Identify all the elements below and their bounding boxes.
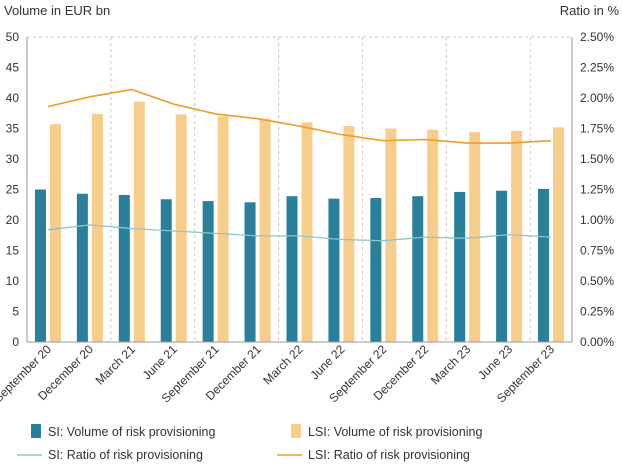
- bar-lsi-volume: [427, 129, 439, 342]
- right-tick-label: 1.25%: [580, 183, 614, 197]
- bar-si-volume: [538, 188, 550, 342]
- right-tick-label: 0.25%: [580, 305, 614, 319]
- bar-si-volume: [118, 194, 130, 342]
- legend-label-si-ratio: SI: Ratio of risk provisioning: [48, 448, 203, 462]
- left-tick-label: 50: [6, 30, 20, 44]
- line-lsi-ratio: [47, 88, 552, 144]
- x-tick-label: June 23: [475, 342, 515, 382]
- bar-si-volume: [328, 198, 340, 342]
- bar-lsi-volume: [49, 124, 61, 342]
- line-si-ratio: [47, 224, 552, 242]
- left-tick-label: 5: [12, 305, 19, 319]
- bar-si-volume: [286, 196, 298, 342]
- bar-si-volume: [370, 198, 382, 342]
- bar-lsi-volume: [301, 122, 313, 343]
- bar-si-volume: [34, 189, 46, 342]
- bar-lsi-volume: [91, 113, 103, 342]
- left-tick-label: 45: [6, 61, 20, 75]
- bar-lsi-volume: [553, 127, 565, 342]
- left-tick-label: 10: [6, 274, 20, 288]
- left-axis-title: Volume in EUR bn: [4, 3, 110, 18]
- axes: [26, 37, 573, 343]
- legend-label-lsi-ratio: LSI: Ratio of risk provisioning: [308, 448, 470, 462]
- right-tick-label: 2.25%: [580, 61, 614, 75]
- left-tick-label: 25: [6, 183, 20, 197]
- right-tick-label: 0.50%: [580, 274, 614, 288]
- x-tick-label: June 22: [307, 342, 347, 382]
- bar-si-volume: [202, 201, 214, 342]
- left-tick-label: 0: [12, 335, 19, 349]
- bar-lsi-volume: [175, 114, 187, 342]
- right-axis-ticks: 0.00% 0.25% 0.50% 0.75% 1.00% 1.25% 1.50% 1.75%…: [580, 30, 614, 349]
- legend-label-si-volume: SI: Volume of risk provisioning: [48, 425, 215, 439]
- bar-si-volume: [76, 193, 88, 342]
- right-tick-label: 0.00%: [580, 335, 614, 349]
- legend-label-lsi-volume: LSI: Volume of risk provisioning: [308, 425, 482, 439]
- right-tick-label: 0.75%: [580, 244, 614, 258]
- right-axis-title: Ratio in %: [560, 3, 620, 18]
- left-tick-label: 20: [6, 213, 20, 227]
- left-tick-label: 15: [6, 244, 20, 258]
- right-tick-label: 1.75%: [580, 122, 614, 136]
- lines: [47, 88, 552, 242]
- x-tick-label: March 21: [93, 342, 139, 388]
- right-tick-label: 2.00%: [580, 91, 614, 105]
- bar-si-volume: [454, 191, 466, 342]
- legend: SI: Volume of risk provisioning LSI: Vol…: [17, 424, 482, 462]
- x-tick-label: March 23: [428, 342, 474, 388]
- left-tick-label: 30: [6, 152, 20, 166]
- left-axis-ticks: 0 5 10 15 20 25 30 35 40 45 50: [6, 30, 20, 349]
- x-tick-label: March 22: [260, 342, 306, 388]
- left-tick-label: 40: [6, 91, 20, 105]
- right-tick-label: 1.50%: [580, 152, 614, 166]
- bar-lsi-volume: [217, 116, 229, 342]
- legend-swatch-si-volume: [31, 424, 41, 438]
- bars: [34, 101, 565, 343]
- bar-si-volume: [160, 199, 172, 342]
- legend-swatch-lsi-volume: [291, 424, 301, 438]
- right-tick-label: 1.00%: [580, 213, 614, 227]
- bar-lsi-volume: [511, 130, 523, 342]
- gridlines: [27, 36, 572, 342]
- bar-lsi-volume: [343, 126, 355, 342]
- right-tick-label: 2.50%: [580, 30, 614, 44]
- bar-lsi-volume: [133, 101, 145, 342]
- bar-si-volume: [244, 202, 256, 342]
- x-tick-label: June 21: [140, 342, 180, 382]
- bar-lsi-volume: [385, 128, 397, 342]
- bar-si-volume: [412, 196, 424, 342]
- bar-si-volume: [496, 190, 508, 342]
- bar-lsi-volume: [259, 118, 271, 343]
- left-tick-label: 35: [6, 122, 20, 136]
